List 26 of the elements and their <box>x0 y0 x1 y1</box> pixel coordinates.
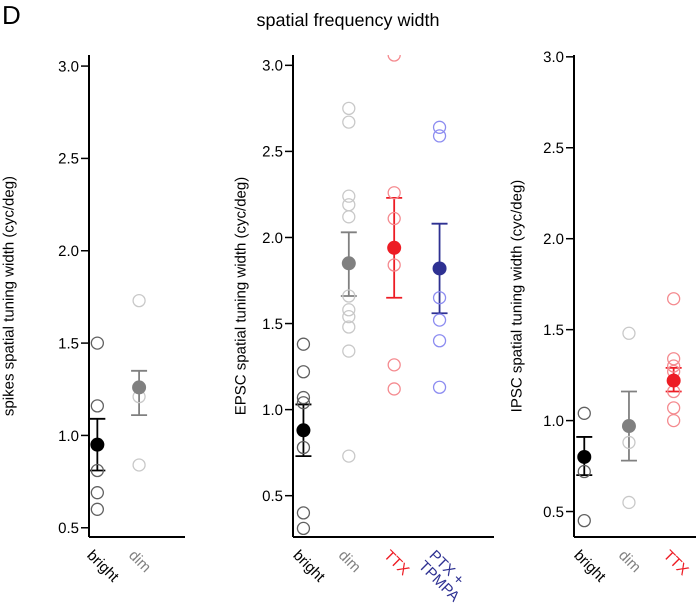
y-tick-label: 2.0 <box>262 230 283 247</box>
text: D <box>2 0 21 31</box>
y-tick-label: 1.0 <box>543 412 564 430</box>
y-tick-label: 2.5 <box>543 140 564 158</box>
y-axis-title: IPSC spatial tuning width (cyc/deg) <box>508 180 526 412</box>
y-axis-title: spikes spatial tuning width (cyc/deg) <box>0 176 18 416</box>
chart-title: spatial frequency width <box>256 10 440 30</box>
y-tick-label: 0.5 <box>262 488 283 506</box>
y-tick-label: 2.5 <box>262 144 283 161</box>
y-tick-label: 2.0 <box>543 231 564 248</box>
y-tick-label: 1.0 <box>262 402 283 419</box>
y-tick-label: 1.5 <box>262 316 283 333</box>
y-tick-label: 2.0 <box>58 243 79 260</box>
y-tick-label: 3.0 <box>262 58 283 75</box>
x-tick-label: dim <box>615 546 644 576</box>
y-tick-label: 0.5 <box>543 504 564 521</box>
y-tick-label: 3.0 <box>58 58 79 76</box>
y-tick-label: 1.0 <box>58 428 79 445</box>
x-tick-label: dim <box>334 546 364 576</box>
y-tick-label: 3.0 <box>543 49 564 66</box>
y-axis-title: EPSC spatial tuning width (cyc/deg) <box>232 176 250 416</box>
y-tick-label: 1.5 <box>543 322 564 339</box>
y-tick-label: 0.5 <box>58 520 79 538</box>
x-tick-label: dim <box>125 546 154 576</box>
y-tick-label: 1.5 <box>58 335 79 352</box>
y-tick-label: 2.5 <box>58 150 79 168</box>
